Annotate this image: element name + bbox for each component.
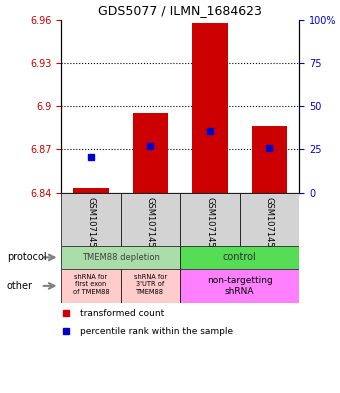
- Bar: [73, 188, 109, 193]
- Text: other: other: [7, 281, 33, 291]
- Bar: [121, 193, 180, 246]
- Bar: [61, 246, 180, 269]
- Bar: [240, 193, 299, 246]
- Bar: [180, 246, 299, 269]
- Text: percentile rank within the sample: percentile rank within the sample: [80, 327, 233, 336]
- Text: GSM1071456: GSM1071456: [146, 197, 155, 253]
- Text: GSM1071457: GSM1071457: [86, 197, 96, 253]
- Bar: [252, 126, 287, 193]
- Bar: [121, 269, 180, 303]
- Text: shRNA for
first exon
of TMEM88: shRNA for first exon of TMEM88: [73, 274, 109, 295]
- Text: transformed count: transformed count: [80, 309, 165, 318]
- Text: control: control: [223, 252, 257, 263]
- Text: shRNA for
3'UTR of
TMEM88: shRNA for 3'UTR of TMEM88: [134, 274, 167, 295]
- Text: GSM1071455: GSM1071455: [265, 197, 274, 253]
- Bar: [192, 22, 228, 193]
- Text: TMEM88 depletion: TMEM88 depletion: [82, 253, 160, 262]
- Text: GSM1071454: GSM1071454: [205, 197, 215, 253]
- Bar: [61, 269, 121, 303]
- Title: GDS5077 / ILMN_1684623: GDS5077 / ILMN_1684623: [98, 4, 262, 17]
- Bar: [133, 113, 168, 193]
- Bar: [180, 269, 299, 303]
- Bar: [180, 193, 240, 246]
- Bar: [61, 193, 121, 246]
- Text: non-targetting
shRNA: non-targetting shRNA: [207, 276, 273, 296]
- Text: protocol: protocol: [7, 252, 47, 263]
